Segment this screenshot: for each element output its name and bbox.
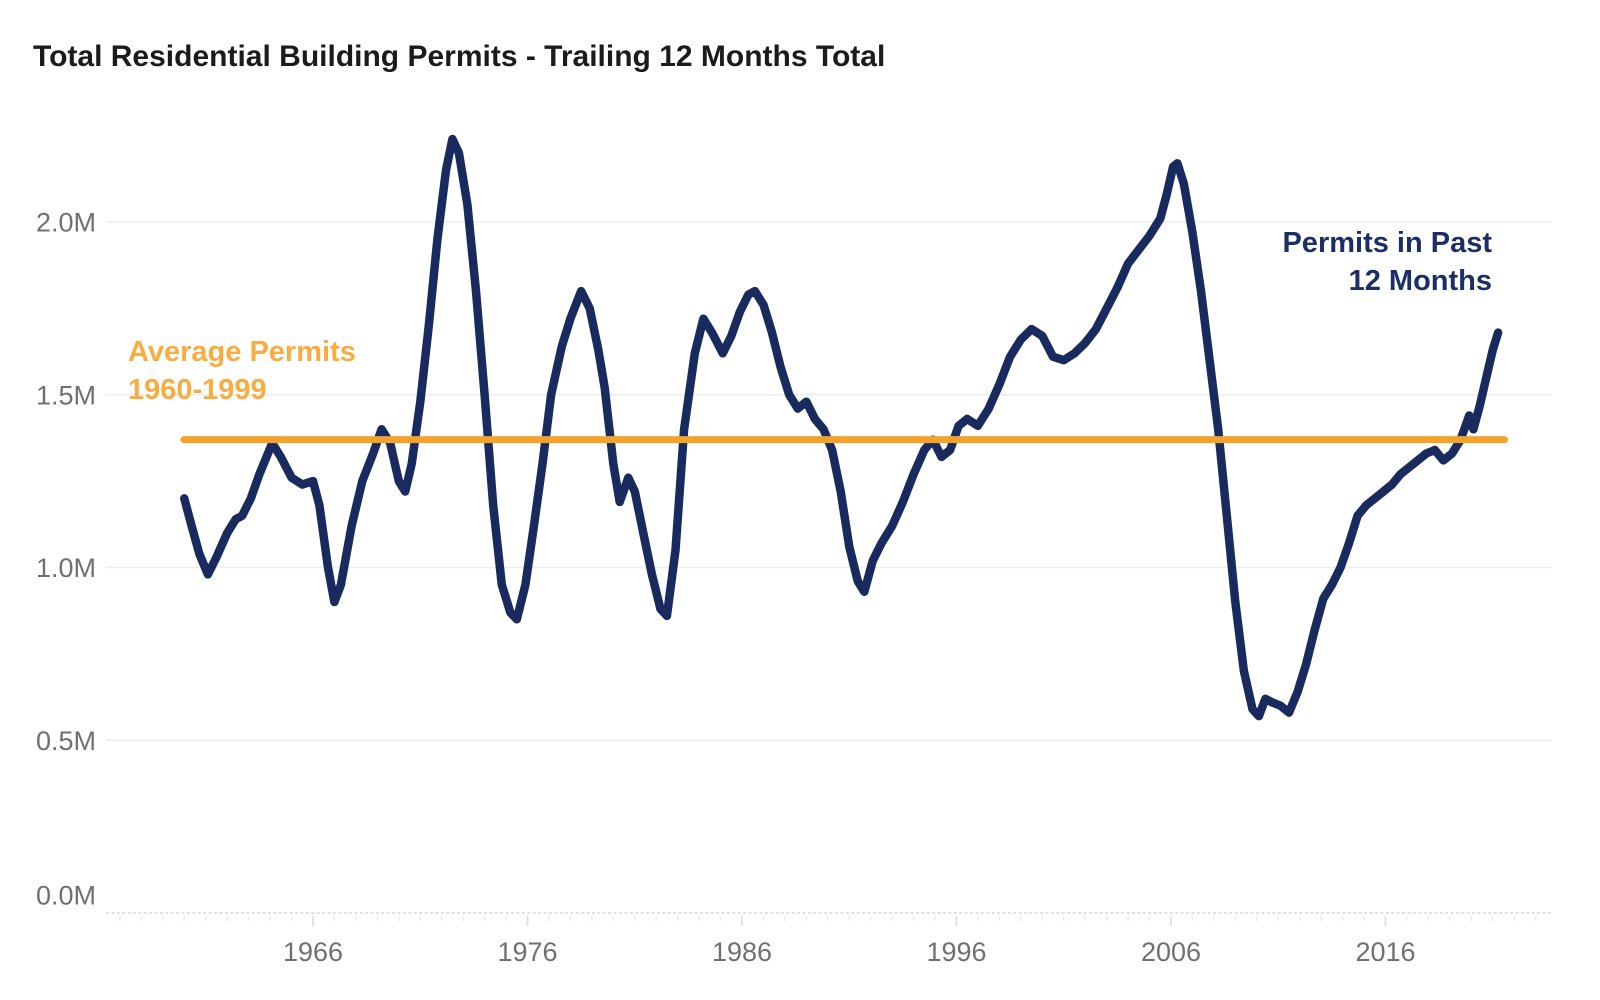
y-tick-label: 1.5M: [36, 380, 96, 410]
y-tick-label: 2.0M: [36, 208, 96, 238]
y-tick-label: 0.5M: [36, 726, 96, 756]
y-tick-label: 1.0M: [36, 553, 96, 583]
x-tick-label: 1966: [283, 937, 343, 967]
x-tick-label: 1996: [926, 937, 986, 967]
average-annotation-line2: 1960-1999: [128, 374, 267, 406]
series-annotation: Permits in Past 12 Months: [1282, 224, 1492, 300]
series-annotation-line1: Permits in Past: [1282, 227, 1492, 259]
average-line-annotation: Average Permits 1960-1999: [128, 333, 356, 409]
x-tick-label: 1986: [712, 937, 772, 967]
x-tick-label: 2006: [1141, 937, 1201, 967]
series-annotation-line2: 12 Months: [1348, 265, 1492, 297]
average-annotation-line1: Average Permits: [128, 336, 356, 368]
chart-title: Total Residential Building Permits - Tra…: [33, 40, 886, 73]
permits-series-line: [180, 134, 1503, 721]
x-tick-label: 2016: [1355, 937, 1415, 967]
x-tick-label: 1976: [497, 937, 557, 967]
y-tick-label: 0.0M: [36, 881, 96, 911]
